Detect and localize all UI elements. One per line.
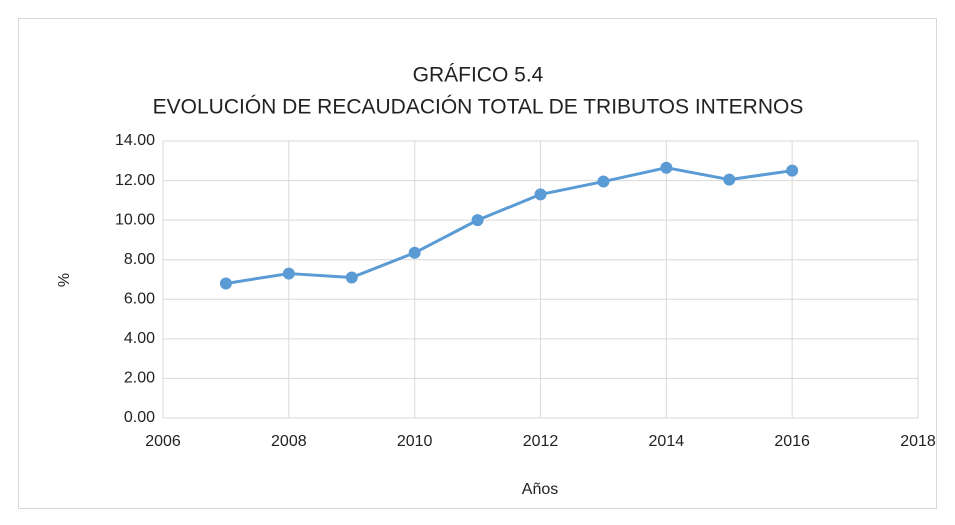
x-tick-label: 2018 [900, 433, 936, 450]
data-point [219, 277, 232, 290]
data-point [282, 267, 295, 280]
data-point [597, 175, 610, 188]
x-tick-label: 2016 [774, 433, 810, 450]
data-line [225, 166, 793, 285]
y-tick-label: 10.00 [115, 211, 155, 228]
y-tick-label: 0.00 [124, 409, 155, 426]
y-tick-label: 4.00 [124, 330, 155, 347]
data-point [534, 188, 547, 201]
data-point [345, 271, 358, 284]
y-tick-label: 2.00 [124, 370, 155, 387]
chart-frame [18, 18, 937, 509]
x-tick-label: 2014 [649, 433, 685, 450]
y-tick-label: 6.00 [124, 291, 155, 308]
x-tick-label: 2010 [397, 433, 433, 450]
data-point [786, 164, 799, 177]
data-point [471, 214, 484, 227]
x-axis-label: Años [522, 481, 558, 498]
chart-title: GRÁFICO 5.4 [413, 64, 544, 87]
y-tick-label: 14.00 [115, 132, 155, 149]
chart-subtitle: EVOLUCIÓN DE RECAUDACIÓN TOTAL DE TRIBUT… [153, 96, 804, 119]
data-point [408, 246, 421, 259]
data-point [660, 161, 673, 174]
data-point [723, 173, 736, 186]
x-tick-label: 2008 [271, 433, 307, 450]
y-tick-label: 8.00 [124, 251, 155, 268]
y-tick-label: 12.00 [115, 172, 155, 189]
x-tick-label: 2012 [523, 433, 559, 450]
x-tick-label: 2006 [145, 433, 181, 450]
y-axis-label: % [56, 273, 73, 287]
